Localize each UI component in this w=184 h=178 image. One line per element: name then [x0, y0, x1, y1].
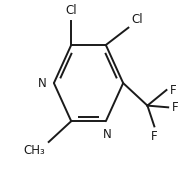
Text: CH₃: CH₃ — [24, 144, 45, 157]
Text: N: N — [38, 77, 47, 90]
Text: F: F — [151, 130, 158, 143]
Text: N: N — [103, 128, 112, 141]
Text: F: F — [172, 101, 178, 114]
Text: Cl: Cl — [65, 4, 77, 17]
Text: F: F — [170, 83, 177, 96]
Text: Cl: Cl — [132, 13, 144, 26]
